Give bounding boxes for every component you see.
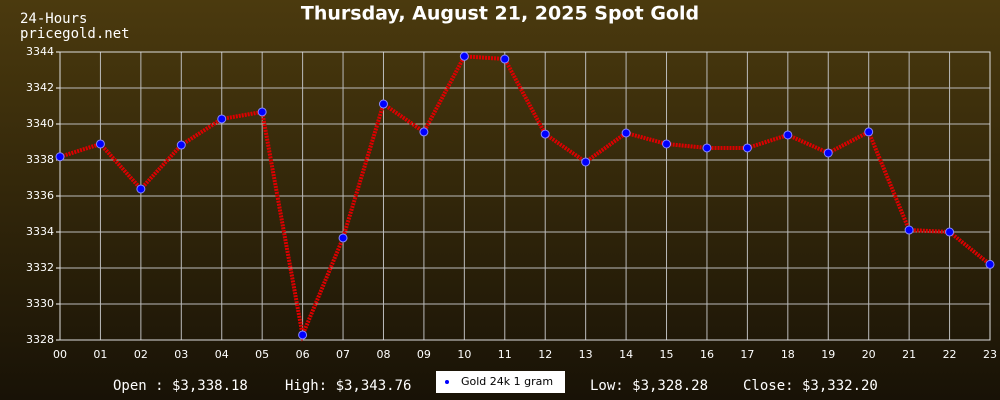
- y-tick-label: 3344: [26, 45, 54, 58]
- legend-label: Gold 24k 1 gram: [461, 375, 553, 388]
- x-tick-label: 09: [417, 348, 431, 361]
- series-line: [59, 54, 992, 342]
- x-tick-label: 16: [700, 348, 714, 361]
- y-tick-label: 3328: [26, 333, 54, 346]
- x-tick-label: 21: [902, 348, 916, 361]
- chart-title: Thursday, August 21, 2025 Spot Gold: [301, 3, 699, 25]
- y-tick-label: 3342: [26, 81, 54, 94]
- x-tick-label: 13: [579, 348, 593, 361]
- x-tick-label: 04: [215, 348, 229, 361]
- x-tick-label: 00: [53, 348, 67, 361]
- data-point: [823, 148, 833, 158]
- data-point: [419, 127, 429, 137]
- data-point: [500, 54, 510, 64]
- data-point: [581, 157, 591, 167]
- x-tick-label: 03: [174, 348, 188, 361]
- legend-marker: [445, 380, 449, 384]
- x-tick-label: 05: [255, 348, 269, 361]
- data-point: [621, 128, 631, 138]
- data-point: [985, 259, 995, 269]
- x-tick-label: 02: [134, 348, 148, 361]
- y-tick-label: 3340: [26, 117, 54, 130]
- data-point: [783, 130, 793, 140]
- data-point: [864, 127, 874, 137]
- x-tick-label: 12: [538, 348, 552, 361]
- plot-border: [59, 51, 991, 341]
- data-point: [338, 233, 348, 243]
- y-tick-label: 3334: [26, 225, 54, 238]
- stat-label: Close: $3,332.20: [743, 378, 878, 394]
- y-tick-label: 3338: [26, 153, 54, 166]
- x-tick-label: 20: [862, 348, 876, 361]
- data-point: [742, 143, 752, 153]
- stat-label: Open : $3,338.18: [113, 378, 248, 394]
- x-tick-label: 11: [498, 348, 512, 361]
- data-point: [540, 129, 550, 139]
- x-tick-label: 18: [781, 348, 795, 361]
- corner-label: pricegold.net: [20, 26, 130, 42]
- corner-label: 24-Hours: [20, 11, 87, 27]
- x-tick-label: 23: [983, 348, 997, 361]
- data-point: [378, 99, 388, 109]
- x-tick-label: 15: [660, 348, 674, 361]
- data-point: [55, 152, 65, 162]
- data-point: [298, 330, 308, 340]
- data-point: [136, 184, 146, 194]
- y-tick-label: 3330: [26, 297, 54, 310]
- x-tick-label: 06: [296, 348, 310, 361]
- data-point: [176, 140, 186, 150]
- data-point: [217, 114, 227, 124]
- x-tick-label: 22: [943, 348, 957, 361]
- y-tick-label: 3332: [26, 261, 54, 274]
- data-point: [95, 139, 105, 149]
- stat-label: Low: $3,328.28: [590, 378, 708, 394]
- data-point: [904, 225, 914, 235]
- data-point: [662, 139, 672, 149]
- x-tick-label: 07: [336, 348, 350, 361]
- y-tick-label: 3336: [26, 189, 54, 202]
- data-point: [459, 51, 469, 61]
- x-tick-label: 10: [457, 348, 471, 361]
- data-point: [945, 227, 955, 237]
- x-tick-label: 08: [376, 348, 390, 361]
- x-tick-label: 19: [821, 348, 835, 361]
- x-tick-label: 14: [619, 348, 633, 361]
- data-point: [257, 107, 267, 117]
- stat-label: High: $3,343.76: [285, 378, 411, 394]
- legend-box: [436, 371, 565, 393]
- data-point: [702, 143, 712, 153]
- x-tick-label: 17: [740, 348, 754, 361]
- x-tick-label: 01: [93, 348, 107, 361]
